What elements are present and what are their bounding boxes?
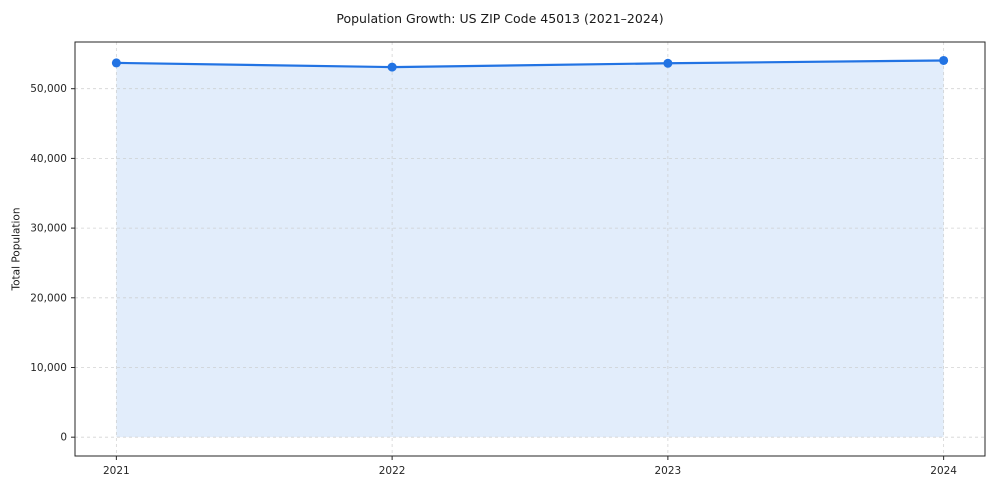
x-tick-label: 2023 <box>655 465 682 477</box>
population-line <box>115 59 945 69</box>
data-point-marker <box>111 58 121 68</box>
x-tick-label: 2021 <box>103 465 130 477</box>
data-point-marker <box>387 62 397 72</box>
y-tick-label: 10,000 <box>30 362 67 374</box>
x-tick-label: 2024 <box>930 465 957 477</box>
y-tick-label: 0 <box>60 432 67 444</box>
y-tick-label: 40,000 <box>30 153 67 165</box>
x-tick-label: 2022 <box>379 465 406 477</box>
area-fill <box>116 60 944 438</box>
axes-border <box>74 41 986 457</box>
chart-title: Population Growth: US ZIP Code 45013 (20… <box>336 11 664 26</box>
data-point-marker <box>663 58 673 68</box>
y-tick-label: 20,000 <box>30 292 67 304</box>
y-tick-label: 50,000 <box>30 83 67 95</box>
y-tick-label: 30,000 <box>30 223 67 235</box>
data-point-marker <box>939 55 949 65</box>
